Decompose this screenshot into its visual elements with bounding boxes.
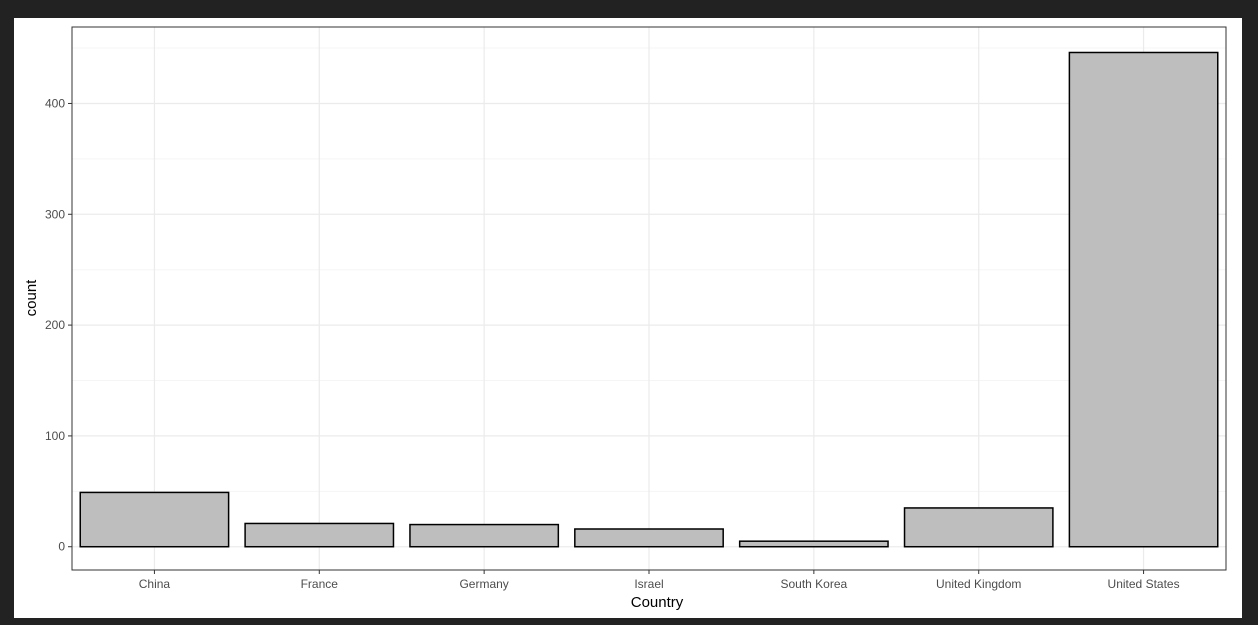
y-tick-label: 300 [45, 207, 65, 221]
bars [79, 51, 1219, 548]
x-tick-label: Israel [634, 577, 663, 591]
bar-united-kingdom [903, 507, 1054, 548]
y-tick-label: 100 [45, 429, 65, 443]
plot-frame: 0 100 200 300 400 China France Germany Israel So… [14, 18, 1242, 618]
y-axis-title: count [23, 279, 40, 317]
bar-germany [409, 523, 560, 548]
x-tick-label: United Kingdom [936, 577, 1021, 591]
bar-south-korea [738, 540, 889, 548]
bar-chart: 0 100 200 300 400 China France Germany Israel So… [23, 26, 1227, 611]
grid-lines [72, 27, 1226, 570]
bar-france [244, 522, 395, 548]
y-tick-label: 200 [45, 318, 65, 332]
x-axis-title: Country [631, 594, 684, 611]
bar-china [79, 491, 230, 548]
x-axis: China France Germany Israel South Korea Unite… [139, 570, 1180, 591]
x-tick-label: United States [1108, 577, 1180, 591]
x-tick-label: China [139, 577, 171, 591]
y-axis: 0 100 200 300 400 [45, 96, 72, 554]
x-tick-label: France [301, 577, 339, 591]
x-tick-label: South Korea [780, 577, 847, 591]
y-tick-label: 0 [58, 540, 65, 554]
y-tick-label: 400 [45, 96, 65, 110]
x-tick-label: Germany [459, 577, 508, 591]
bar-united-states [1068, 51, 1219, 548]
bar-israel [574, 528, 724, 548]
